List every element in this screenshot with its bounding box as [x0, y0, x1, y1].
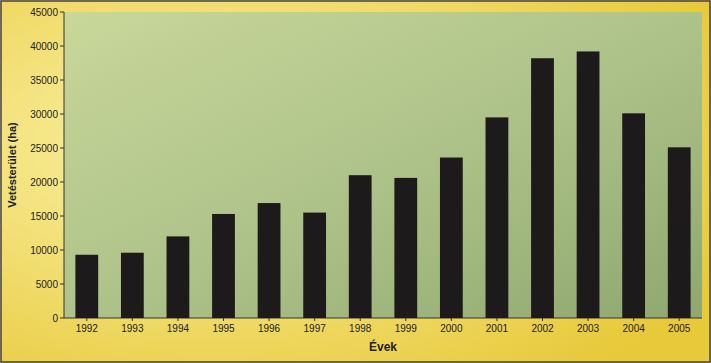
y-tick-label: 45000 — [30, 7, 58, 18]
bar — [121, 253, 144, 318]
x-tick — [314, 318, 315, 321]
y-tick — [60, 284, 64, 285]
y-tick-label: 20000 — [30, 177, 58, 188]
y-tick-label: 10000 — [30, 245, 58, 256]
x-tick — [269, 318, 270, 321]
plot-area — [64, 12, 702, 318]
frame — [1, 1, 710, 362]
y-tick-label: 5000 — [36, 279, 59, 290]
x-tick-label: 2000 — [440, 323, 463, 334]
background — [0, 0, 711, 363]
x-tick-label: 1992 — [76, 323, 99, 334]
x-tick-label: 1995 — [212, 323, 235, 334]
x-tick — [542, 318, 543, 321]
y-tick-label: 0 — [52, 313, 58, 324]
y-tick-label: 30000 — [30, 109, 58, 120]
bar — [212, 214, 235, 318]
y-tick — [60, 80, 64, 81]
x-tick-label: 1998 — [349, 323, 372, 334]
y-tick-label: 25000 — [30, 143, 58, 154]
x-tick-label: 2005 — [668, 323, 691, 334]
x-tick-label: 2002 — [531, 323, 554, 334]
y-axis-title: Vetésterület (ha) — [6, 122, 18, 208]
x-tick-label: 1997 — [304, 323, 327, 334]
x-tick — [177, 318, 178, 321]
x-tick — [223, 318, 224, 321]
y-tick — [60, 216, 64, 217]
bar — [531, 58, 554, 318]
bar — [303, 213, 326, 318]
x-tick — [405, 318, 406, 321]
y-tick-label: 35000 — [30, 75, 58, 86]
bar — [622, 113, 645, 318]
y-axis — [64, 12, 65, 318]
y-tick — [60, 250, 64, 251]
bar — [394, 178, 417, 318]
x-tick-label: 1999 — [395, 323, 418, 334]
x-tick — [451, 318, 452, 321]
x-tick — [496, 318, 497, 321]
bar — [167, 236, 190, 318]
bar — [349, 175, 372, 318]
bar — [258, 203, 281, 318]
x-tick-label: 1994 — [167, 323, 190, 334]
x-tick — [633, 318, 634, 321]
bar — [486, 117, 509, 318]
x-axis-title: Évek — [369, 339, 397, 354]
x-tick — [86, 318, 87, 321]
x-tick-label: 2004 — [623, 323, 646, 334]
y-tick — [60, 46, 64, 47]
y-tick-label: 15000 — [30, 211, 58, 222]
bar — [440, 158, 463, 318]
x-tick — [132, 318, 133, 321]
bars — [75, 51, 690, 318]
x-axis — [64, 318, 702, 319]
x-tick — [360, 318, 361, 321]
x-tick-label: 1996 — [258, 323, 281, 334]
y-tick-label: 40000 — [30, 41, 58, 52]
y-tick — [60, 318, 64, 319]
x-tick — [679, 318, 680, 321]
bar — [577, 51, 600, 318]
bar — [75, 255, 98, 318]
y-tick — [60, 148, 64, 149]
x-tick-label: 2001 — [486, 323, 509, 334]
x-tick-label: 1993 — [121, 323, 144, 334]
y-tick — [60, 182, 64, 183]
chart-svg: 0 5000 10000 15000 20000 25000 30000 35000 40000… — [0, 0, 711, 363]
y-tick — [60, 12, 64, 13]
y-tick — [60, 114, 64, 115]
x-tick — [588, 318, 589, 321]
x-tick-label: 2003 — [577, 323, 600, 334]
chart-container: 0 5000 10000 15000 20000 25000 30000 35000 40000… — [0, 0, 711, 363]
bar — [668, 147, 691, 318]
